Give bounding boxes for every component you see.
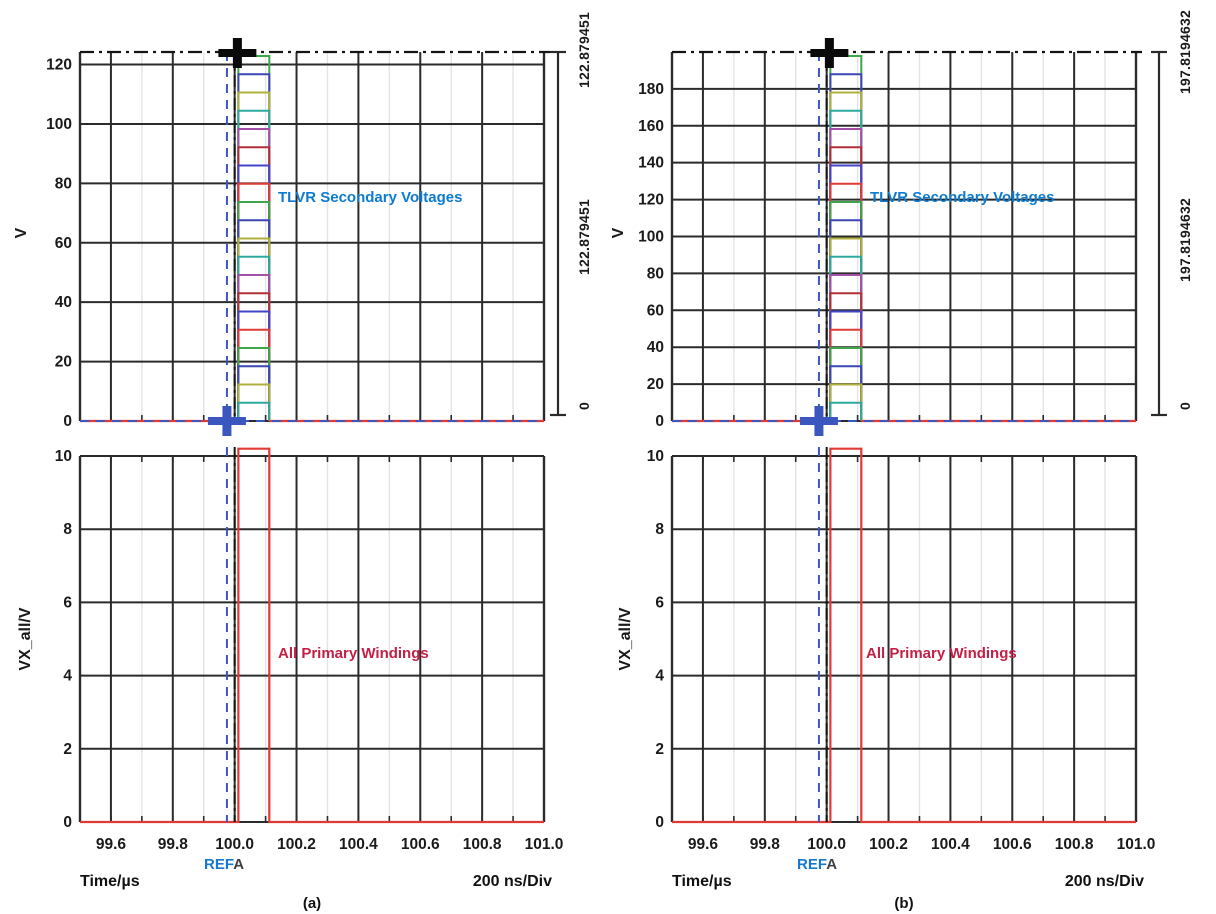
secondary-voltage-trace [237, 365, 271, 421]
secondary-voltage-trace [829, 109, 863, 421]
secondary-voltage-trace [237, 219, 271, 421]
secondary-voltage-trace [237, 73, 271, 421]
y-tick-label: 6 [655, 594, 664, 611]
y-tick-label: 120 [46, 57, 72, 74]
y-tick-label: 80 [55, 175, 72, 192]
y-tick-label: 0 [63, 413, 72, 430]
y-tick-label: 10 [647, 448, 664, 465]
cursor-labels-b: REFA [797, 856, 837, 873]
y-tick-label: 180 [638, 81, 664, 98]
x-tick-label: 101.0 [525, 836, 564, 853]
ref-cursor-label-a: REF [204, 856, 234, 873]
panel-caption-a: (a) [302, 895, 322, 912]
time-per-div-label-b: 200 ns/Div [1064, 873, 1144, 890]
y-tick-label: 10 [55, 448, 72, 465]
y-tick-label: 60 [647, 302, 664, 319]
secondary-voltage-trace [829, 146, 863, 421]
y-tick-label: 0 [63, 814, 72, 831]
annotation-primary-windings-a: All Primary Windings [278, 645, 429, 662]
annotation-tlvr-secondary-b: TLVR Secondary Voltages [870, 189, 1055, 206]
x-tick-label: 100.6 [401, 836, 440, 853]
x-tick-label: 100.0 [807, 836, 846, 853]
y-tick-label: 20 [55, 354, 72, 371]
x-tick-label: 99.8 [750, 836, 781, 853]
annotation-primary-windings-b: All Primary Windings [866, 645, 1017, 662]
a-cursor-label-b: A [826, 856, 838, 873]
y-axis-label-a-bottom: VX_all/V [17, 607, 34, 671]
ref-cursor-label-b: REF [797, 856, 827, 873]
x-tick-label: 99.6 [688, 836, 719, 853]
y-tick-label: 160 [638, 118, 664, 135]
y-tick-label: 0 [655, 814, 664, 831]
y-tick-label: 8 [63, 521, 72, 538]
cursor-a-value-a: 122.879451 [576, 12, 592, 88]
x-tick-label: 101.0 [1117, 836, 1156, 853]
x-tick-label: 100.4 [931, 836, 970, 853]
y-tick-label: 100 [638, 228, 664, 245]
y-tick-label: 100 [46, 116, 72, 133]
y-tick-label: 80 [647, 265, 664, 282]
secondary-voltage-trace [237, 328, 271, 421]
y-tick-label: 8 [655, 521, 664, 538]
x-tick-label: 100.2 [869, 836, 908, 853]
y-tick-label: 40 [647, 339, 664, 356]
x-tick-label: 99.8 [158, 836, 189, 853]
cursor-ref-value-b: 0 [1177, 402, 1193, 410]
cursor-a-value-b: 197.8194632 [1177, 10, 1193, 94]
y-tick-label: 60 [55, 235, 72, 252]
x-tick-label: 99.6 [96, 836, 127, 853]
y-tick-label: 140 [638, 155, 664, 172]
primary-winding-trace [80, 447, 544, 824]
secondary-voltage-trace [829, 365, 863, 421]
secondary-voltage-trace [829, 219, 863, 421]
secondary-voltage-trace [829, 328, 863, 421]
cursor-delta-value-b: 197.8194632 [1177, 198, 1193, 282]
x-tick-label: 100.2 [277, 836, 316, 853]
secondary-voltage-trace [829, 401, 863, 421]
y-axis-label-b-top: V [610, 227, 627, 239]
y-tick-label: 120 [638, 192, 664, 209]
y-tick-label: 2 [63, 741, 72, 758]
y-axis-label-a-top: V [13, 227, 30, 239]
x-tick-label: 100.6 [993, 836, 1032, 853]
cursor-ref-value-a: 0 [576, 402, 592, 410]
y-tick-label: 4 [63, 668, 72, 685]
secondary-voltage-trace [237, 109, 271, 421]
secondary-voltage-trace [237, 401, 271, 421]
annotation-tlvr-secondary-a: TLVR Secondary Voltages [278, 189, 463, 206]
y-tick-label: 4 [655, 668, 664, 685]
y-tick-label: 2 [655, 741, 664, 758]
a-cursor-label-a: A [233, 856, 245, 873]
cursor-labels-a: REFA [204, 856, 244, 873]
x-tick-label: 100.8 [463, 836, 502, 853]
x-tick-label: 100.4 [339, 836, 378, 853]
x-tick-label: 100.0 [215, 836, 254, 853]
x-tick-label: 100.8 [1055, 836, 1094, 853]
y-axis-label-b-bottom: VX_all/V [617, 607, 634, 671]
secondary-voltage-trace [237, 146, 271, 421]
y-tick-label: 0 [655, 413, 664, 430]
y-tick-label: 20 [647, 376, 664, 393]
time-per-div-label-a: 200 ns/Div [472, 873, 552, 890]
x-axis-label-b: Time/µs [672, 873, 732, 890]
y-tick-label: 40 [55, 294, 72, 311]
secondary-voltage-trace [237, 255, 271, 421]
x-axis-label-a: Time/µs [80, 873, 140, 890]
panel-caption-b: (b) [894, 895, 914, 912]
y-tick-label: 6 [63, 594, 72, 611]
secondary-voltage-trace [829, 255, 863, 421]
cursor-delta-value-a: 122.879451 [576, 199, 592, 275]
primary-winding-trace [672, 447, 1136, 824]
